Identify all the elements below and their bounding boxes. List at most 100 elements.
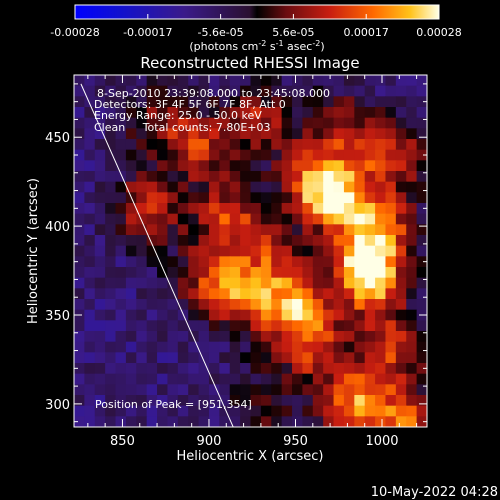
heatmap-cell [250, 139, 262, 151]
heatmap-cell [177, 107, 189, 119]
heatmap-cell [364, 117, 376, 129]
heatmap-cell [375, 299, 387, 311]
heatmap-cell [281, 181, 293, 193]
heatmap-cell [177, 149, 189, 161]
heatmap-cell [198, 288, 210, 300]
heatmap-cell [260, 75, 272, 87]
heatmap-cell [323, 256, 335, 268]
heatmap-cell [105, 85, 117, 97]
heatmap-cell [146, 373, 158, 385]
heatmap-cell [333, 288, 345, 300]
heatmap-cell [312, 107, 324, 119]
heatmap-cell [312, 320, 324, 332]
heatmap-cell [167, 395, 179, 407]
heatmap-cell [208, 213, 220, 225]
heatmap-cell [125, 256, 137, 268]
heatmap-cell [74, 405, 85, 417]
heatmap-cell [416, 299, 427, 311]
heatmap-cell [323, 139, 335, 151]
heatmap-cell [208, 139, 220, 151]
heatmap-cell [364, 235, 376, 247]
heatmap-cell [343, 75, 355, 87]
heatmap-cell [281, 352, 293, 364]
heatmap-cell [208, 363, 220, 375]
heatmap-cell [94, 192, 106, 204]
heatmap-cell [94, 363, 106, 375]
heatmap-cell [229, 139, 241, 151]
heatmap-cell [302, 85, 314, 97]
heatmap-cell [250, 331, 262, 343]
heatmap-cell [94, 171, 106, 183]
heatmap-cell [105, 405, 117, 417]
heatmap-cell [177, 256, 189, 268]
heatmap-cell [354, 416, 366, 427]
heatmap-cell [146, 267, 158, 279]
heatmap-cell [292, 171, 304, 183]
heatmap-cell [250, 288, 262, 300]
heatmap-cell [157, 352, 169, 364]
heatmap-cell [146, 117, 158, 129]
heatmap-cell [84, 192, 96, 204]
heatmap-cell [323, 149, 335, 161]
heatmap-cell [208, 299, 220, 311]
heatmap-cell [250, 245, 262, 257]
heatmap-cell [146, 309, 158, 321]
heatmap-cell [240, 128, 252, 140]
x-axis-label: Heliocentric X (arcsec) [177, 449, 324, 464]
y-tick-label: 300 [45, 398, 70, 413]
heatmap-cell [260, 341, 272, 353]
heatmap-cell [375, 149, 387, 161]
heatmap-cell [385, 213, 397, 225]
heatmap-cell [240, 203, 252, 215]
heatmap-cell [281, 320, 293, 332]
heatmap-cell [395, 352, 407, 364]
heatmap-cell [94, 213, 106, 225]
heatmap-cell [74, 149, 85, 161]
heatmap-cell [125, 85, 137, 97]
heatmap-cell [208, 235, 220, 247]
heatmap-cell [125, 363, 137, 375]
heatmap-cell [333, 309, 345, 321]
heatmap-cell [271, 256, 283, 268]
heatmap-cell [229, 213, 241, 225]
heatmap-cell [292, 139, 304, 151]
heatmap-cell [416, 277, 427, 289]
heatmap-cell [219, 341, 231, 353]
heatmap-cell [385, 288, 397, 300]
heatmap-cell [136, 405, 148, 417]
heatmap-cell [136, 213, 148, 225]
heatmap-cell [177, 224, 189, 236]
heatmap-cell [323, 288, 335, 300]
heatmap-cell [177, 245, 189, 257]
heatmap-cell [115, 341, 127, 353]
heatmap-cell [281, 235, 293, 247]
heatmap-cell [375, 405, 387, 417]
heatmap-cell [302, 309, 314, 321]
heatmap-cell [74, 213, 85, 225]
heatmap-cell [333, 160, 345, 172]
heatmap-cell [281, 171, 293, 183]
heatmap-cell [416, 245, 427, 257]
heatmap-cell [157, 331, 169, 343]
heatmap-cell [136, 288, 148, 300]
heatmap-cell [354, 363, 366, 375]
heatmap-cell [219, 171, 231, 183]
heatmap-cell [94, 309, 106, 321]
heatmap-cell [74, 245, 85, 257]
heatmap-cell [271, 75, 283, 87]
heatmap-cell [146, 203, 158, 215]
heatmap-cell [136, 235, 148, 247]
heatmap-cell [146, 395, 158, 407]
heatmap-cell [84, 171, 96, 183]
heatmap-cell [94, 384, 106, 396]
heatmap-cell [406, 107, 418, 119]
heatmap-cell [198, 203, 210, 215]
heatmap-cell [136, 181, 148, 193]
heatmap-cell [395, 256, 407, 268]
heatmap-cell [406, 160, 418, 172]
heatmap-cell [333, 341, 345, 353]
heatmap-cell [364, 363, 376, 375]
heatmap-cell [312, 416, 324, 427]
heatmap-cell [292, 352, 304, 364]
heatmap-cell [343, 139, 355, 151]
